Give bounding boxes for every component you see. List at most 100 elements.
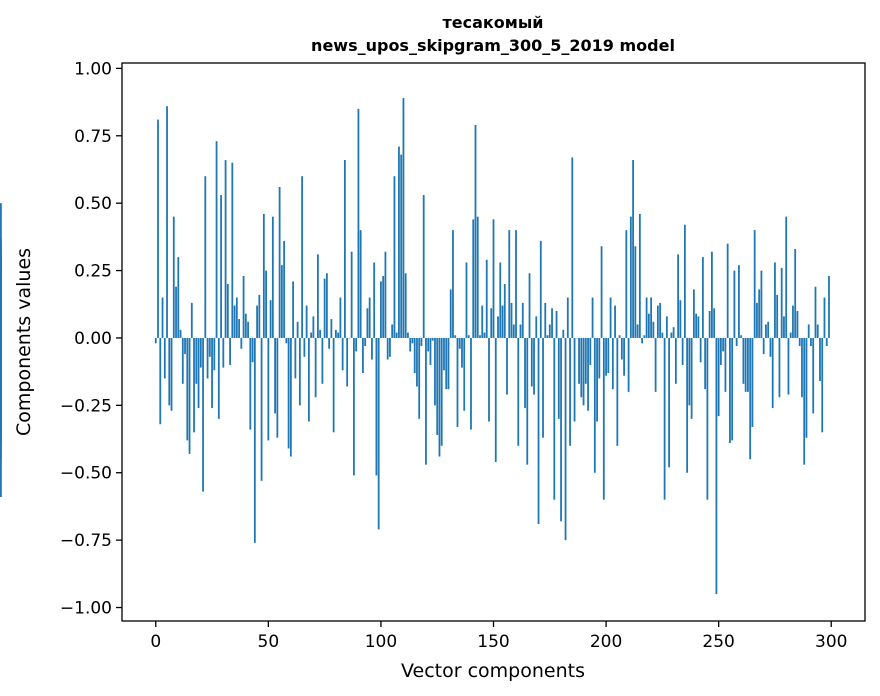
bar-47: [260, 337, 263, 481]
x-axis-label: Vector components: [401, 660, 585, 682]
bar-18: [195, 337, 198, 384]
y-tick-label: 0.25: [74, 262, 112, 282]
bar-37: [238, 319, 240, 338]
bar-287: [801, 337, 803, 398]
bar-193: [589, 337, 592, 365]
bar-83: [341, 337, 344, 371]
bar-107: [395, 332, 398, 338]
bar-150: [492, 219, 495, 338]
bar-125: [436, 337, 439, 435]
bar-10: [177, 257, 180, 338]
bar-88: [353, 337, 355, 476]
plot-frame: [121, 62, 866, 622]
bar-226: [663, 337, 666, 500]
bar-92: [362, 337, 364, 373]
bar-162: [519, 324, 522, 338]
bar-20: [199, 337, 202, 368]
bar-129: [445, 337, 448, 390]
bar-87: [350, 251, 353, 338]
bar-58: [285, 337, 288, 344]
bar-64: [298, 337, 301, 406]
bar-142: [474, 125, 477, 338]
bar-198: [600, 246, 603, 338]
bar-163: [521, 302, 524, 338]
bar-141: [472, 219, 475, 338]
x-tick-label: 0: [150, 632, 161, 652]
bar-82: [339, 297, 342, 338]
bar-238: [690, 337, 693, 419]
bar-51: [269, 300, 272, 338]
bar-176: [551, 308, 553, 338]
x-tick-label: 100: [365, 632, 397, 652]
bar-221: [652, 321, 655, 338]
bar-292: [812, 337, 815, 414]
bar-143: [476, 216, 479, 338]
bar-229: [670, 332, 673, 338]
bar-117: [418, 337, 421, 419]
bar-152: [497, 316, 499, 338]
bar-220: [650, 297, 653, 338]
bar-154: [501, 305, 504, 338]
bar-30: [222, 337, 225, 368]
bar-179: [557, 337, 560, 419]
bar-282: [789, 332, 792, 338]
bar-233: [679, 300, 682, 338]
x-tick-label: 150: [477, 632, 509, 652]
bar-71: [314, 337, 317, 398]
bar-291: [810, 337, 812, 347]
bar-217: [643, 335, 646, 338]
bar-140: [470, 337, 472, 430]
bar-85: [346, 337, 349, 387]
bar-227: [665, 316, 668, 338]
y-tick-label: −0.50: [60, 464, 112, 484]
bar-156: [506, 337, 508, 395]
bar-236: [686, 337, 689, 473]
bar-126: [438, 337, 441, 457]
bar-33: [229, 337, 231, 365]
bar-132: [452, 230, 454, 338]
bar-138: [465, 262, 468, 338]
bar-241: [697, 316, 700, 338]
bar-134: [456, 337, 459, 427]
bar-131: [449, 289, 452, 338]
bar-46: [258, 294, 261, 338]
bar-44: [253, 337, 256, 543]
bar-124: [434, 337, 436, 406]
bar-188: [578, 337, 580, 384]
bar-59: [287, 337, 290, 449]
bar-50: [267, 337, 270, 441]
bar-185: [571, 157, 574, 338]
bar-41: [247, 321, 249, 338]
bar-222: [654, 337, 657, 392]
bar-267: [756, 302, 758, 338]
bar-200: [605, 337, 607, 376]
y-tick-label: −1.00: [60, 599, 112, 619]
bar-62: [294, 337, 297, 379]
bar-122: [429, 337, 432, 365]
bar-263: [747, 337, 749, 392]
bar-280: [785, 216, 788, 338]
bar-123: [431, 337, 434, 341]
bar-157: [508, 230, 511, 338]
bar-299: [828, 275, 830, 338]
bar-294: [816, 324, 819, 338]
bar-9: [175, 286, 177, 338]
bar-49: [265, 270, 267, 338]
bar-164: [524, 337, 526, 409]
bar-245: [706, 337, 709, 500]
bar-159: [512, 324, 515, 338]
bar-278: [780, 267, 783, 338]
chart-title: тесакомый: [442, 13, 543, 32]
bar-13: [184, 337, 186, 355]
bar-139: [467, 335, 470, 338]
bar-114: [411, 337, 414, 344]
bar-237: [688, 337, 691, 406]
bar-203: [611, 337, 614, 390]
bars-group: [0, 98, 830, 595]
bar-98: [375, 337, 378, 476]
bar-158: [510, 302, 513, 338]
bar-151: [494, 337, 497, 462]
bar-288: [803, 337, 806, 465]
bar-116: [416, 337, 418, 387]
bar-270: [762, 337, 765, 355]
